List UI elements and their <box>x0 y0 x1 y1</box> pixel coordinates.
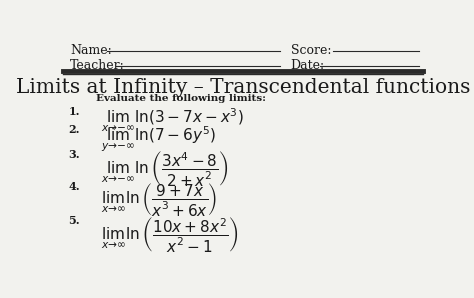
Text: $\lim_{x\to\infty} \ln\left(\dfrac{10x + 8x^2}{x^2 - 1}\right)$: $\lim_{x\to\infty} \ln\left(\dfrac{10x +… <box>101 215 239 254</box>
Text: $\lim_{y\to-\infty} \ln(7 - 6y^5)$: $\lim_{y\to-\infty} \ln(7 - 6y^5)$ <box>101 124 217 154</box>
Text: Score:: Score: <box>291 44 331 57</box>
Text: Evaluate the following limits:: Evaluate the following limits: <box>96 94 266 103</box>
Text: Limits at Infinity – Transcendental functions: Limits at Infinity – Transcendental func… <box>16 77 470 97</box>
Text: $\lim_{x\to-\infty} \ln(3 - 7x - x^3)$: $\lim_{x\to-\infty} \ln(3 - 7x - x^3)$ <box>101 106 244 134</box>
Text: 2.: 2. <box>69 124 80 135</box>
Text: 1.: 1. <box>69 106 80 117</box>
Text: 4.: 4. <box>69 181 80 193</box>
Text: Teacher:: Teacher: <box>70 59 125 72</box>
Text: 5.: 5. <box>69 215 80 226</box>
Text: 3.: 3. <box>69 149 80 160</box>
Text: $\lim_{x\to\infty} \ln\left(\dfrac{9 + 7x}{x^3 + 6x}\right)$: $\lim_{x\to\infty} \ln\left(\dfrac{9 + 7… <box>101 181 218 218</box>
Text: $\lim_{x\to-\infty} \ln\left(\dfrac{3x^4 - 8}{2 + x^2}\right)$: $\lim_{x\to-\infty} \ln\left(\dfrac{3x^4… <box>101 149 229 188</box>
Text: Name:: Name: <box>70 44 112 57</box>
Text: Date:: Date: <box>291 59 325 72</box>
